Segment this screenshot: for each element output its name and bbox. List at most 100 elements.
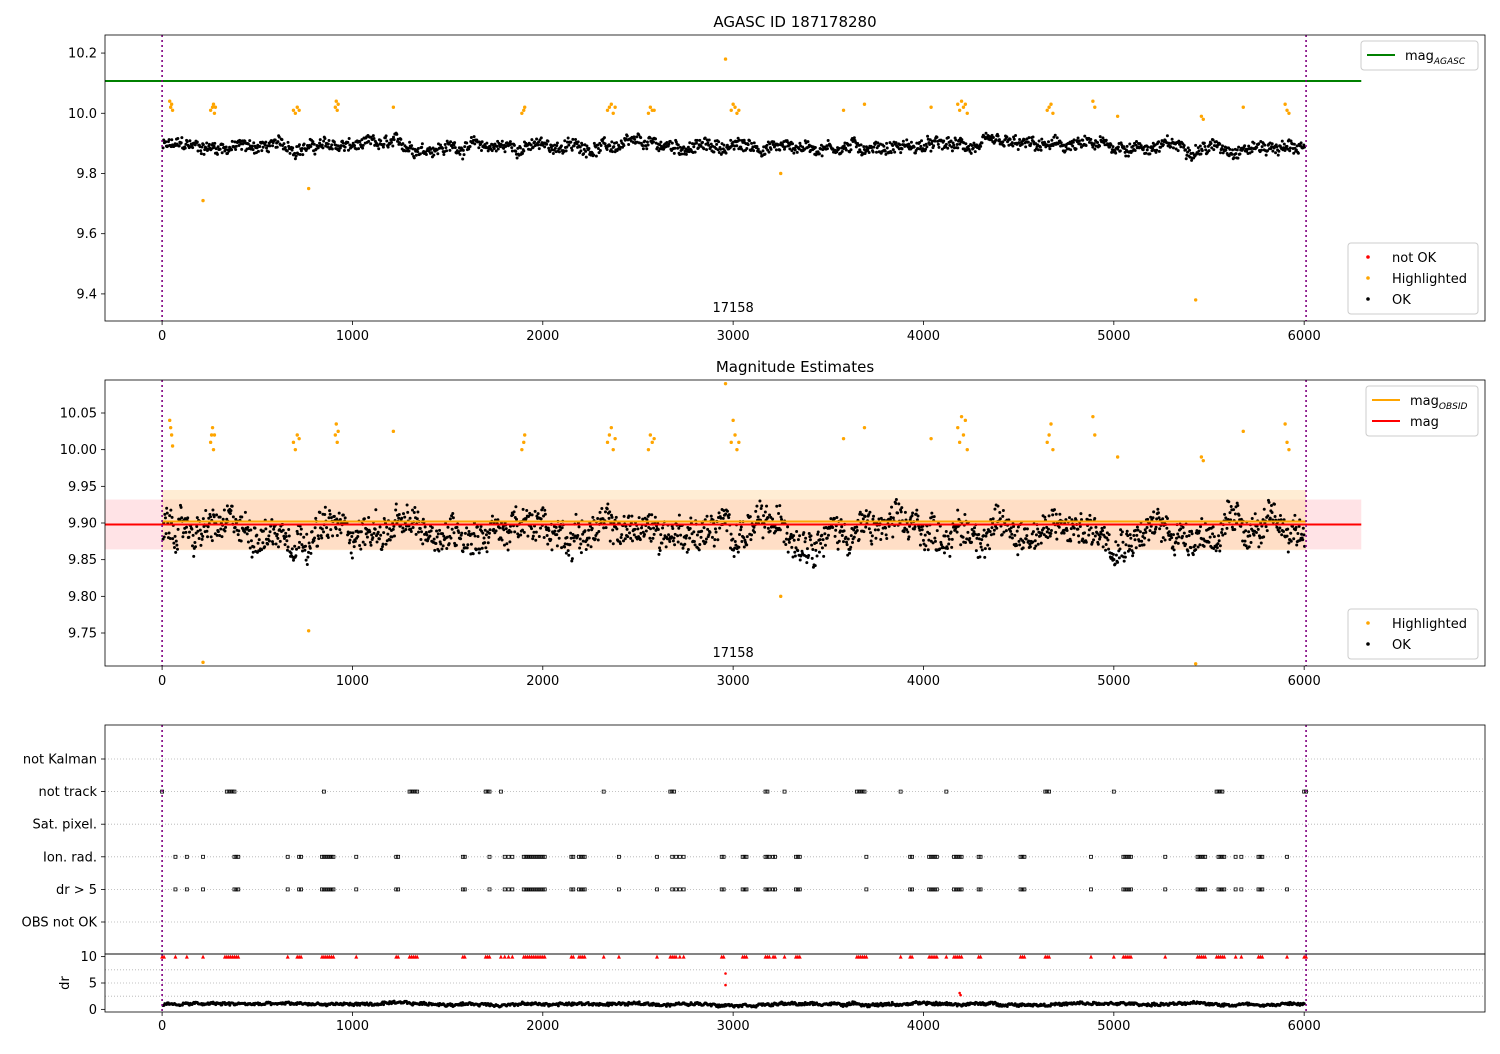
- ok-point: [986, 544, 989, 547]
- ok-point: [202, 143, 205, 146]
- ok-point: [448, 542, 451, 545]
- ok-point: [166, 512, 169, 515]
- ok-point: [755, 145, 758, 148]
- ok-point: [1060, 141, 1063, 144]
- highlighted-point: [647, 448, 650, 451]
- ok-point: [647, 143, 650, 146]
- highlighted-point: [733, 433, 736, 436]
- ok-point: [1161, 517, 1164, 520]
- ok-point: [497, 148, 500, 151]
- ok-point: [229, 509, 232, 512]
- ok-point: [192, 555, 195, 558]
- ok-point: [1047, 528, 1050, 531]
- ok-point: [1244, 529, 1247, 532]
- ok-point: [817, 530, 820, 533]
- ok-point: [870, 543, 873, 546]
- highlighted-point: [956, 426, 959, 429]
- ok-point: [176, 137, 179, 140]
- ok-point: [1257, 545, 1260, 548]
- ok-point: [1157, 511, 1160, 514]
- highlighted-point: [520, 112, 523, 115]
- ok-point: [1148, 152, 1151, 155]
- highlighted-point: [1283, 422, 1286, 425]
- ok-point: [1236, 504, 1239, 507]
- ok-point: [424, 525, 427, 528]
- legend-subscript: OBSID: [1439, 402, 1468, 412]
- ok-point: [316, 545, 319, 548]
- ok-point: [203, 153, 206, 156]
- x-tick-label: 5000: [1097, 674, 1130, 689]
- ok-point: [1039, 146, 1042, 149]
- ok-point: [1140, 540, 1143, 543]
- ok-point: [766, 144, 769, 147]
- ok-point: [1283, 143, 1286, 146]
- ok-point: [415, 533, 418, 536]
- ok-point: [864, 515, 867, 518]
- ok-point: [219, 527, 222, 530]
- ok-point: [917, 514, 920, 517]
- ok-point: [294, 554, 297, 557]
- ok-point: [590, 545, 593, 548]
- ok-point: [358, 544, 361, 547]
- ok-point: [975, 549, 978, 552]
- ok-point: [920, 533, 923, 536]
- ok-point: [615, 516, 618, 519]
- ok-point: [1275, 526, 1278, 529]
- highlighted-point: [929, 437, 932, 440]
- ok-point: [673, 152, 676, 155]
- ok-point: [685, 534, 688, 537]
- ok-point: [911, 514, 914, 517]
- ok-point: [615, 527, 618, 530]
- ok-point: [1036, 528, 1039, 531]
- ok-point: [1234, 152, 1237, 155]
- ok-point: [314, 517, 317, 520]
- ok-point: [743, 545, 746, 548]
- highlighted-point: [842, 437, 845, 440]
- highlighted-point: [1049, 422, 1052, 425]
- ok-point: [240, 515, 243, 518]
- ok-point: [992, 532, 995, 535]
- ok-point: [903, 530, 906, 533]
- highlighted-point: [612, 448, 615, 451]
- ok-point: [462, 149, 465, 152]
- ok-point: [620, 533, 623, 536]
- ok-point: [1228, 511, 1231, 514]
- ok-point: [1156, 508, 1159, 511]
- ok-point: [442, 544, 445, 547]
- ok-point: [1023, 138, 1026, 141]
- ok-point: [831, 526, 834, 529]
- ok-point: [363, 517, 366, 520]
- ok-point: [1037, 543, 1040, 546]
- ok-point: [925, 145, 928, 148]
- ok-point: [1097, 543, 1100, 546]
- ok-point: [1094, 526, 1097, 529]
- ok-point: [1093, 517, 1096, 520]
- ok-point: [294, 157, 297, 160]
- ok-point: [933, 537, 936, 540]
- ok-point: [338, 512, 341, 515]
- ok-point: [483, 536, 486, 539]
- ok-point: [1037, 148, 1040, 151]
- ok-point: [819, 538, 822, 541]
- ok-point: [438, 529, 441, 532]
- ok-point: [513, 510, 516, 513]
- ok-point: [459, 537, 462, 540]
- ok-point: [249, 528, 252, 531]
- ok-point: [190, 528, 193, 531]
- ok-point: [1171, 138, 1174, 141]
- ok-point: [733, 555, 736, 558]
- ok-point: [1302, 527, 1305, 530]
- highlighted-point: [297, 109, 300, 112]
- ok-point: [213, 142, 216, 145]
- ok-point: [698, 139, 701, 142]
- ok-point: [757, 515, 760, 518]
- ok-point: [937, 146, 940, 149]
- flag-category-label: not track: [38, 785, 97, 800]
- x-tick-label: 0: [158, 329, 166, 344]
- ok-point: [1068, 516, 1071, 519]
- ok-point: [378, 537, 381, 540]
- ok-point: [514, 505, 517, 508]
- ok-point: [510, 531, 513, 534]
- ok-point: [797, 538, 800, 541]
- ok-point: [784, 146, 787, 149]
